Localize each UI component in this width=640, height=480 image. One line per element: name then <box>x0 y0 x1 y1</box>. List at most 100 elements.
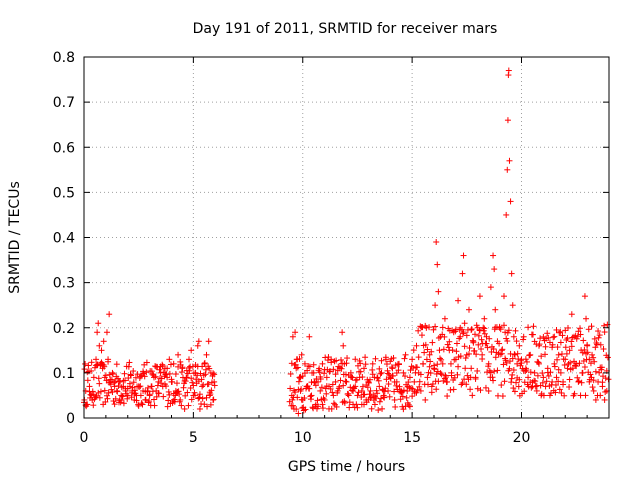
data-point <box>462 355 469 362</box>
data-point <box>419 324 426 331</box>
data-point <box>471 347 478 354</box>
data-point <box>455 297 462 304</box>
data-point <box>585 326 592 333</box>
data-point <box>590 354 597 361</box>
data-point <box>381 394 388 401</box>
data-point <box>344 355 351 362</box>
data-point <box>342 378 349 385</box>
data-point <box>438 371 445 378</box>
data-point <box>146 398 153 405</box>
data-point <box>159 361 166 368</box>
data-point <box>128 372 135 379</box>
data-point <box>604 354 611 361</box>
data-point <box>155 378 162 385</box>
data-point <box>531 369 538 376</box>
data-point <box>298 386 305 393</box>
data-point <box>499 393 506 400</box>
data-point <box>202 366 209 373</box>
data-point <box>418 332 425 339</box>
data-point <box>545 334 552 341</box>
data-point <box>581 346 588 353</box>
data-point <box>481 325 488 332</box>
y-tick-label: 0.6 <box>53 140 75 156</box>
data-point <box>328 359 335 366</box>
data-point <box>309 369 316 376</box>
data-point <box>172 392 179 399</box>
data-point <box>332 378 339 385</box>
data-point <box>587 360 594 367</box>
data-point <box>590 387 597 394</box>
data-point <box>319 401 326 408</box>
data-point <box>586 376 593 383</box>
data-point <box>151 396 157 403</box>
data-point <box>90 374 97 381</box>
data-point <box>529 331 536 338</box>
data-point <box>141 373 148 380</box>
data-point <box>362 354 369 361</box>
data-point <box>578 379 585 386</box>
data-point <box>445 344 452 351</box>
y-tick-labels: 0 0.1 0.2 0.3 0.4 0.5 0.6 0.7 0.8 <box>53 50 75 427</box>
data-point <box>105 389 112 396</box>
data-point <box>306 363 313 370</box>
y-tick-label: 0.8 <box>53 50 75 66</box>
data-point <box>512 327 519 334</box>
data-point <box>307 396 314 403</box>
data-point <box>170 360 177 367</box>
data-point <box>375 407 382 414</box>
data-point <box>112 378 119 385</box>
data-point <box>97 388 104 395</box>
y-tick-label: 0.5 <box>53 185 75 201</box>
data-point <box>507 198 514 205</box>
data-point <box>564 324 571 331</box>
data-point <box>369 366 376 373</box>
y-tick-label: 0.4 <box>53 231 75 247</box>
data-point <box>460 252 467 259</box>
data-point <box>483 340 490 347</box>
data-point <box>93 356 100 363</box>
data-point <box>389 365 396 372</box>
data-point <box>359 383 366 390</box>
data-point <box>289 402 296 409</box>
data-point <box>549 378 556 385</box>
data-point <box>509 355 516 362</box>
data-point <box>160 393 167 400</box>
data-point <box>388 364 395 371</box>
data-point <box>130 368 137 375</box>
data-point <box>115 382 122 389</box>
data-point <box>200 381 207 388</box>
data-points <box>81 67 612 417</box>
data-point <box>354 404 361 411</box>
data-point <box>163 383 170 390</box>
data-point <box>443 374 450 381</box>
data-point <box>557 339 564 346</box>
data-point <box>439 324 446 331</box>
data-point <box>154 382 161 389</box>
data-point <box>598 364 605 371</box>
data-point <box>333 357 340 364</box>
data-point <box>435 288 442 295</box>
data-point <box>188 396 195 403</box>
data-point <box>492 306 499 313</box>
data-point <box>90 402 97 409</box>
data-point <box>185 402 192 409</box>
data-point <box>88 359 95 366</box>
data-point <box>207 401 214 408</box>
data-point <box>186 367 193 374</box>
data-point <box>459 379 466 386</box>
data-point <box>510 385 517 392</box>
data-point <box>553 326 560 333</box>
data-point <box>597 341 604 348</box>
data-point <box>334 367 341 374</box>
data-point <box>506 365 513 372</box>
data-point <box>380 394 387 401</box>
data-point <box>114 388 121 395</box>
data-point <box>391 396 398 403</box>
x-tick-label: 10 <box>294 430 312 446</box>
data-point <box>312 382 319 389</box>
data-point <box>399 393 406 400</box>
data-point <box>489 374 496 381</box>
data-point <box>523 366 530 373</box>
data-point <box>159 363 166 370</box>
data-point <box>190 370 197 377</box>
